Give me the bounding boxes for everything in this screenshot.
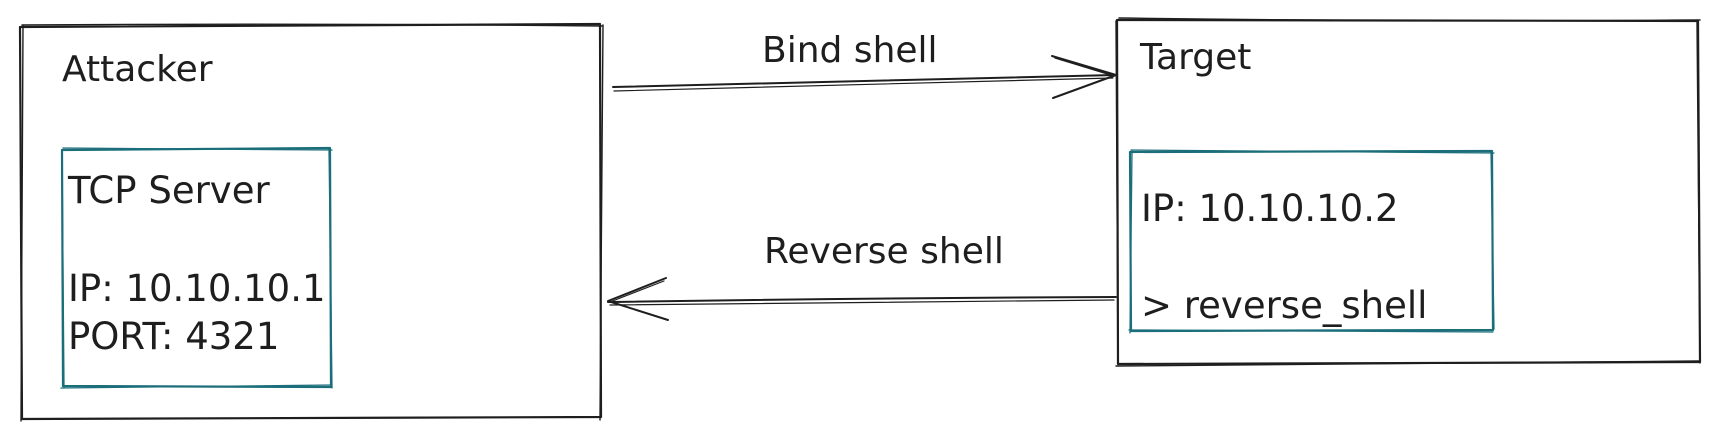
attacker-box bbox=[18, 22, 604, 422]
bind-shell-label: Bind shell bbox=[762, 30, 938, 71]
target-ip: IP: 10.10.10.2 bbox=[1141, 187, 1399, 230]
target-title: Target bbox=[1140, 37, 1252, 78]
attacker-ip: IP: 10.10.10.1 bbox=[68, 267, 326, 310]
target-box bbox=[1115, 17, 1702, 367]
reverse-shell-arrow bbox=[607, 277, 1117, 321]
attacker-port: PORT: 4321 bbox=[68, 315, 280, 358]
target-command: > reverse_shell bbox=[1141, 284, 1428, 327]
tcp-server-title: TCP Server bbox=[68, 169, 270, 212]
attacker-title: Attacker bbox=[62, 49, 213, 90]
bind-shell-arrow bbox=[612, 55, 1117, 99]
target-inner-box bbox=[1128, 149, 1495, 334]
reverse-shell-label: Reverse shell bbox=[764, 231, 1004, 272]
tcp-server-box bbox=[60, 146, 333, 389]
